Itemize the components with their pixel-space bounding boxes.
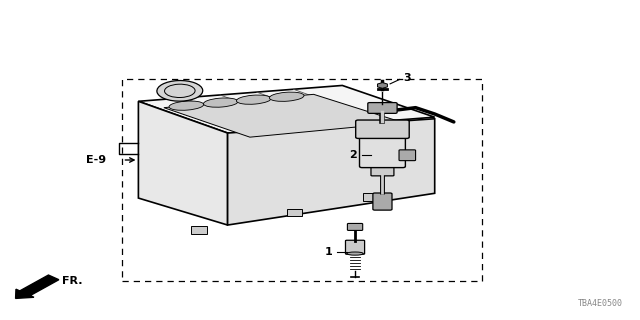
FancyBboxPatch shape <box>371 165 394 176</box>
Text: TBA4E0500: TBA4E0500 <box>578 299 623 308</box>
Bar <box>122 79 483 281</box>
FancyBboxPatch shape <box>356 120 409 139</box>
FancyBboxPatch shape <box>360 135 405 168</box>
FancyBboxPatch shape <box>348 223 363 230</box>
FancyBboxPatch shape <box>373 193 392 210</box>
Text: 3: 3 <box>403 73 410 83</box>
Ellipse shape <box>236 95 271 104</box>
Bar <box>287 209 302 216</box>
Ellipse shape <box>204 98 238 107</box>
Ellipse shape <box>269 92 304 101</box>
Bar <box>364 193 379 201</box>
Polygon shape <box>228 119 435 225</box>
Polygon shape <box>138 101 228 225</box>
Ellipse shape <box>347 252 364 255</box>
Text: FR.: FR. <box>62 276 83 286</box>
Text: 2: 2 <box>349 150 357 160</box>
FancyBboxPatch shape <box>368 103 397 113</box>
Ellipse shape <box>157 81 203 101</box>
Text: 1: 1 <box>325 247 333 257</box>
FancyBboxPatch shape <box>346 240 365 254</box>
Polygon shape <box>138 85 435 133</box>
Bar <box>191 226 207 234</box>
Text: E-9: E-9 <box>86 155 106 165</box>
FancyBboxPatch shape <box>399 150 415 161</box>
Polygon shape <box>164 94 403 137</box>
FancyArrow shape <box>15 275 59 299</box>
Ellipse shape <box>169 101 204 110</box>
